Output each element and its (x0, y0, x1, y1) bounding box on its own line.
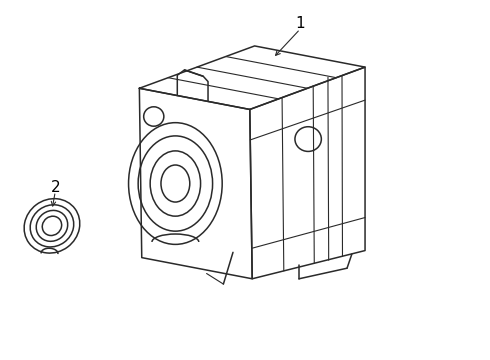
Text: 2: 2 (50, 180, 60, 194)
Text: 1: 1 (295, 15, 305, 31)
